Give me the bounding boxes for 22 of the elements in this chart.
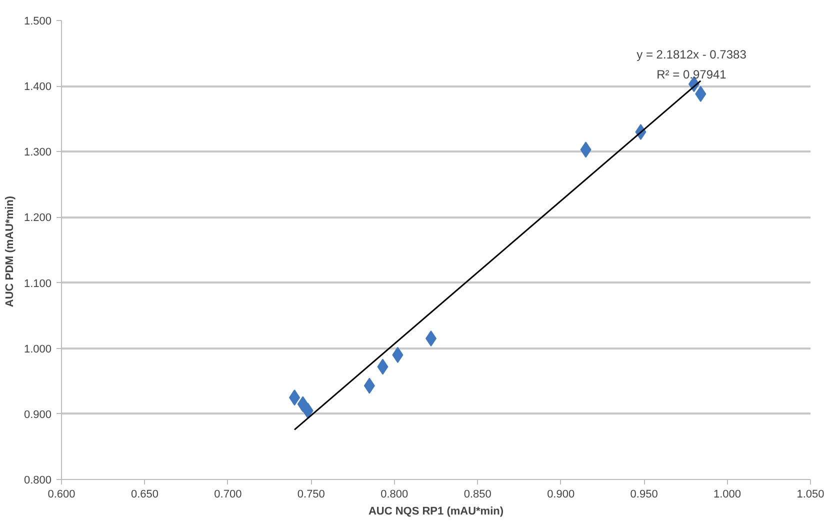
x-tick-label: 0.650	[130, 488, 158, 500]
y-tick-label: 1.500	[24, 16, 52, 28]
x-tick-label: 0.900	[547, 488, 575, 500]
annotation: R² = 0.97941	[656, 68, 727, 82]
x-tick-label: 0.750	[297, 488, 325, 500]
x-tick-label: 1.000	[714, 488, 742, 500]
x-tick-label: 0.950	[630, 488, 658, 500]
x-axis-title: AUC NQS RP1 (mAU*min)	[368, 506, 504, 518]
x-tick-label: 0.800	[380, 488, 408, 500]
y-tick-label: 1.300	[24, 146, 52, 159]
annotation: y = 2.1812x - 0.7383	[636, 48, 747, 62]
y-tick-label: 1.000	[24, 343, 52, 356]
x-tick-label: 0.600	[48, 488, 76, 500]
y-tick-label: 1.400	[24, 81, 52, 94]
y-tick-label: 1.100	[24, 278, 52, 290]
x-tick-label: 1.050	[796, 488, 824, 500]
y-tick-label: 0.900	[24, 408, 52, 421]
y-tick-label: 0.800	[24, 474, 52, 486]
x-tick-label: 0.850	[464, 488, 492, 500]
y-axis-title: AUC PDM (mAU*min)	[4, 196, 16, 308]
x-tick-label: 0.700	[214, 488, 242, 500]
y-tick-label: 1.200	[24, 212, 52, 224]
